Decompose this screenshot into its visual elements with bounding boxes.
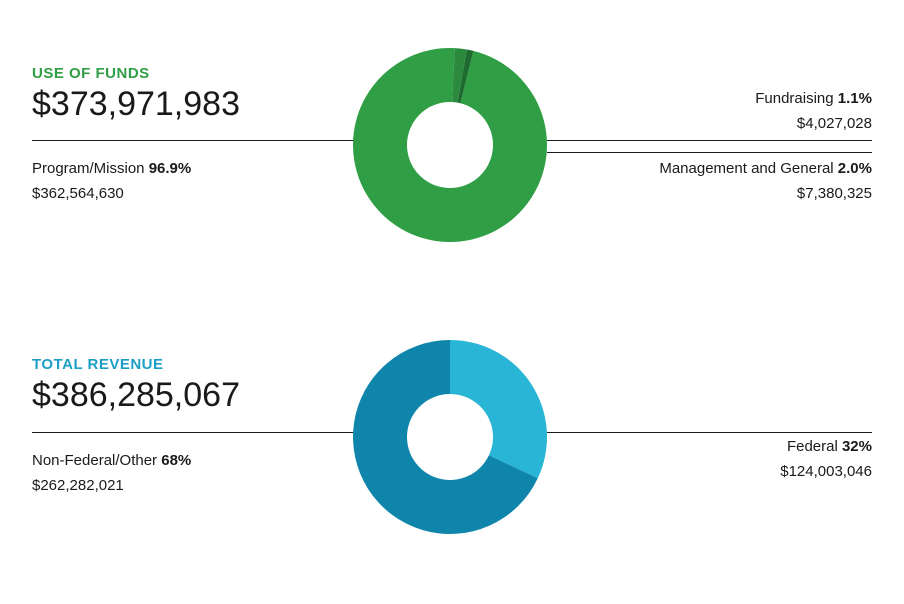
fundraising-label: Fundraising 1.1%	[755, 90, 872, 107]
program-mission-label: Program/Mission 96.9%	[32, 160, 191, 177]
total-revenue-donut	[353, 340, 547, 534]
non-federal-label: Non-Federal/Other 68%	[32, 452, 191, 469]
total-revenue-title: TOTAL REVENUE	[32, 356, 164, 373]
program-mission-amount: $362,564,630	[32, 185, 124, 202]
use-of-funds-divider	[32, 140, 356, 141]
management-general-connector	[547, 152, 872, 153]
management-general-amount: $7,380,325	[797, 185, 872, 202]
total-revenue-divider	[32, 432, 356, 433]
federal-connector	[547, 432, 872, 433]
use-of-funds-total: $373,971,983	[32, 85, 240, 124]
use-of-funds-donut	[353, 48, 547, 242]
infographic-canvas: { "canvas": { "width": 904, "height": 60…	[0, 0, 904, 604]
non-federal-amount: $262,282,021	[32, 477, 124, 494]
management-general-label: Management and General 2.0%	[659, 160, 872, 177]
donut-slice-program-mission	[353, 48, 547, 242]
federal-label: Federal 32%	[787, 438, 872, 455]
donut-slice-federal	[450, 340, 547, 478]
fundraising-connector	[547, 140, 872, 141]
federal-amount: $124,003,046	[780, 463, 872, 480]
fundraising-amount: $4,027,028	[797, 115, 872, 132]
use-of-funds-title: USE OF FUNDS	[32, 65, 150, 82]
total-revenue-total: $386,285,067	[32, 376, 240, 415]
